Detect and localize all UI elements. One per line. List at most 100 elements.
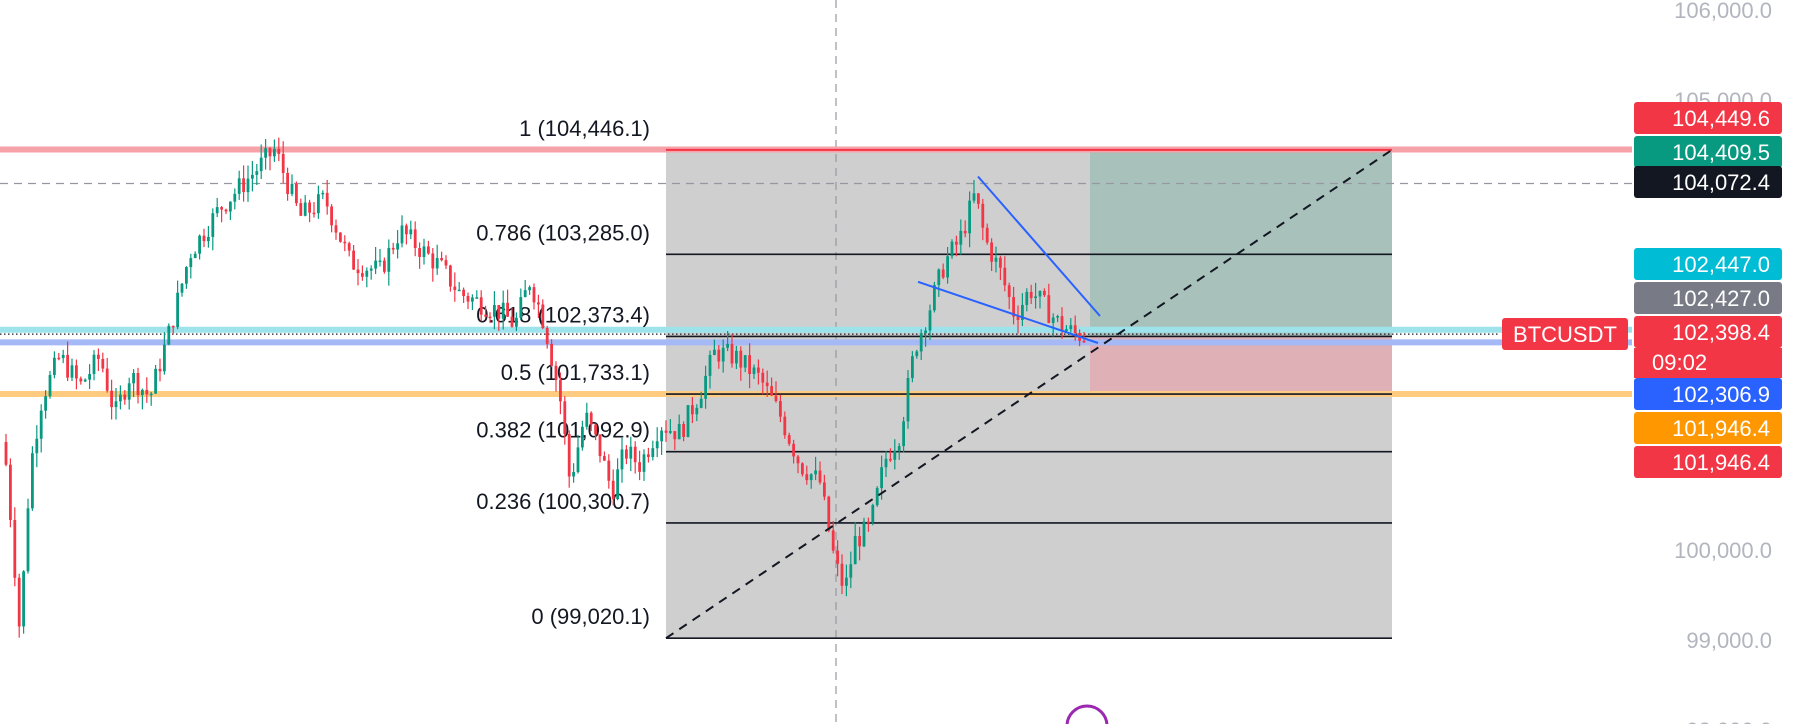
candle-body-95 xyxy=(422,246,426,257)
candle-body-226 xyxy=(999,257,1002,268)
candle-body-143 xyxy=(633,446,637,463)
candle-body-56 xyxy=(251,174,254,179)
candle-body-202 xyxy=(893,450,897,460)
candle-body-86 xyxy=(383,260,386,272)
candle-body-213 xyxy=(941,269,945,278)
candle-body-216 xyxy=(955,241,958,245)
candle-body-30 xyxy=(136,372,140,396)
candle-body-215 xyxy=(950,241,954,257)
candle-body-84 xyxy=(374,260,377,269)
target-zone xyxy=(1090,149,1392,336)
fib-level-label-0: 0 (99,020.1) xyxy=(531,604,650,629)
candle-body-157 xyxy=(695,407,699,415)
candle-body-203 xyxy=(897,446,901,451)
candle-body-98 xyxy=(435,258,439,269)
candle-body-6 xyxy=(31,453,34,509)
candle-body-34 xyxy=(154,368,157,394)
candle-body-240 xyxy=(1060,316,1064,332)
fib-level-label-0.236: 0.236 (100,300.7) xyxy=(476,489,650,514)
candle-body-175 xyxy=(774,395,778,402)
candle-body-159 xyxy=(704,375,707,399)
candle-body-188 xyxy=(831,530,835,551)
candle-body-36 xyxy=(163,344,166,372)
price-tag-label-0: 104,449.6 xyxy=(1672,106,1770,131)
candle-body-212 xyxy=(937,269,941,286)
candle-body-230 xyxy=(1016,316,1020,320)
candle-body-198 xyxy=(875,488,879,506)
candle-body-103 xyxy=(457,289,461,292)
stop-loss-zone xyxy=(1090,335,1392,395)
candle-body-33 xyxy=(149,393,153,396)
candle-body-180 xyxy=(796,456,800,464)
candle-body-152 xyxy=(673,431,677,440)
candle-body-37 xyxy=(167,325,171,345)
candle-body-53 xyxy=(237,178,241,194)
candle-body-17 xyxy=(79,378,83,382)
candle-body-210 xyxy=(928,310,932,331)
candle-body-123 xyxy=(545,328,549,344)
candle-body-236 xyxy=(1043,290,1046,296)
price-tag-5 xyxy=(1634,316,1782,348)
candle-body-62 xyxy=(277,148,281,154)
candle-body-71 xyxy=(317,194,320,214)
candle-body-223 xyxy=(985,227,989,243)
price-tag-0 xyxy=(1634,102,1782,134)
candle-body-206 xyxy=(911,356,914,379)
candle-body-179 xyxy=(792,443,795,457)
candle-body-41 xyxy=(185,267,188,284)
candle-body-130 xyxy=(576,447,580,473)
price-tag-label-4: 102,427.0 xyxy=(1672,286,1770,311)
alert-clock-icon xyxy=(1065,704,1109,724)
candle-body-75 xyxy=(334,225,338,233)
candle-body-93 xyxy=(413,229,417,249)
axis-tick-label-2: 100,000.0 xyxy=(1674,538,1772,563)
price-tag-label-1: 104,409.5 xyxy=(1672,140,1770,165)
candle-body-173 xyxy=(765,382,769,387)
candle-body-174 xyxy=(770,386,773,396)
price-tag-label-8: 101,946.4 xyxy=(1672,450,1770,475)
candle-body-107 xyxy=(475,297,479,299)
price-tag-3 xyxy=(1634,248,1782,280)
candle-body-50 xyxy=(224,209,228,212)
candle-body-25 xyxy=(114,401,118,408)
candle-body-46 xyxy=(207,236,210,242)
candle-body-19 xyxy=(88,373,91,380)
candle-body-4 xyxy=(22,571,25,627)
candle-body-44 xyxy=(198,235,201,254)
candle-body-165 xyxy=(730,343,734,364)
candle-body-219 xyxy=(968,200,971,234)
price-tag-label-6: 102,306.9 xyxy=(1672,382,1770,407)
candle-body-11 xyxy=(53,357,56,375)
candle-body-184 xyxy=(814,470,817,475)
price-tag-label-3: 102,447.0 xyxy=(1672,252,1770,277)
candle-body-131 xyxy=(581,426,584,448)
candle-body-14 xyxy=(66,354,69,378)
candle-body-242 xyxy=(1069,325,1073,330)
candle-body-162 xyxy=(717,349,721,362)
candle-body-171 xyxy=(757,367,760,373)
price-tag-1 xyxy=(1634,136,1782,168)
candle-body-145 xyxy=(642,454,646,472)
candle-body-134 xyxy=(594,424,597,435)
candle-body-79 xyxy=(352,250,355,270)
candle-body-204 xyxy=(902,421,905,447)
candle-body-2 xyxy=(13,519,17,578)
candle-body-199 xyxy=(880,467,883,489)
candle-body-127 xyxy=(563,401,567,435)
price-tag-label-2: 104,072.4 xyxy=(1672,170,1770,195)
candle-body-186 xyxy=(823,482,826,497)
candle-body-139 xyxy=(616,469,619,500)
candle-body-5 xyxy=(26,508,30,572)
fibonacci-retracement[interactable]: 1 (104,446.1) 0.786 (103,285.0) 0.618 (102… xyxy=(476,116,1392,639)
candle-body-111 xyxy=(493,304,496,317)
candle-body-89 xyxy=(396,243,399,250)
price-tag-label-7: 101,946.4 xyxy=(1672,416,1770,441)
candle-body-140 xyxy=(620,449,624,470)
background-layer xyxy=(0,0,1632,724)
candle-body-207 xyxy=(915,351,919,357)
candle-body-106 xyxy=(471,297,474,302)
candle-body-192 xyxy=(849,564,853,578)
candle-body-182 xyxy=(805,474,809,481)
candle-body-194 xyxy=(858,536,861,547)
